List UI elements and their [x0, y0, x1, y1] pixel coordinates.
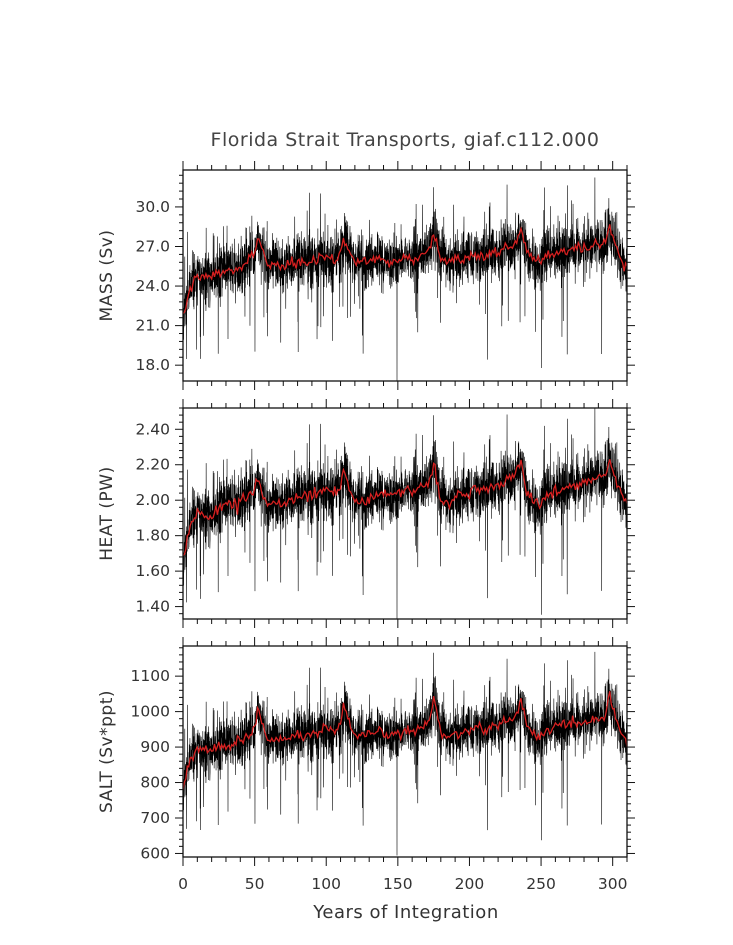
monthly-series-line: [183, 177, 627, 381]
y-tick-label: 600: [140, 844, 170, 862]
panel-1: 18.0 21.0 24.0 27.0 30.0 MASS (Sv): [97, 161, 635, 390]
x-tick-label: 150: [383, 875, 413, 893]
y-tick-label: 24.0: [135, 277, 170, 295]
annual-mean-line: [183, 224, 627, 315]
plot-frame: [182, 645, 628, 858]
x-tick-label: 250: [526, 875, 556, 893]
panel-2: 1.40 1.60 1.80 2.00 2.20 2.40 HEAT (PW): [97, 399, 635, 628]
y-tick-label: 1.80: [135, 527, 170, 545]
y-tick-label: 1100: [131, 667, 170, 685]
monthly-series-line: [183, 408, 627, 619]
y-tick-label: 2.20: [135, 456, 170, 474]
y-tick-label: 1.40: [135, 598, 170, 616]
y-tick-label: 2.00: [135, 491, 170, 509]
y-tick-label: 800: [140, 774, 170, 792]
x-tick-label: 300: [598, 875, 628, 893]
annual-mean-line: [183, 459, 627, 557]
panel-3: 600 700 800 900 1000 1100 SALT (Sv*ppt) 0 50 100 1…: [97, 637, 635, 893]
x-tick-label: 100: [311, 875, 341, 893]
annual-mean-line: [183, 691, 627, 791]
monthly-series-line: [183, 651, 627, 856]
y-tick-label: 18.0: [135, 356, 170, 374]
y-axis-label: HEAT (PW): [97, 466, 117, 560]
panels-group: 18.0 21.0 24.0 27.0 30.0 MASS (Sv) 1.40 1.60 1.8…: [97, 161, 635, 893]
plot-frame: [182, 407, 628, 620]
x-axis-label: Years of Integration: [312, 902, 498, 923]
y-tick-label: 1000: [131, 703, 170, 721]
y-tick-label: 27.0: [135, 237, 170, 255]
y-tick-label: 30.0: [135, 198, 170, 216]
y-tick-label: 700: [140, 809, 170, 827]
x-tick-label: 200: [455, 875, 485, 893]
y-tick-label: 900: [140, 738, 170, 756]
x-tick-label: 0: [178, 875, 188, 893]
x-tick-label: 50: [245, 875, 265, 893]
y-tick-label: 21.0: [135, 317, 170, 335]
y-tick-label: 1.60: [135, 562, 170, 580]
y-axis-label: MASS (Sv): [97, 230, 117, 322]
chart-title: Florida Strait Transports, giaf.c112.000: [211, 129, 600, 151]
plot-frame: [182, 169, 628, 382]
y-tick-label: 2.40: [135, 420, 170, 438]
y-axis-label: SALT (Sv*ppt): [97, 690, 117, 813]
